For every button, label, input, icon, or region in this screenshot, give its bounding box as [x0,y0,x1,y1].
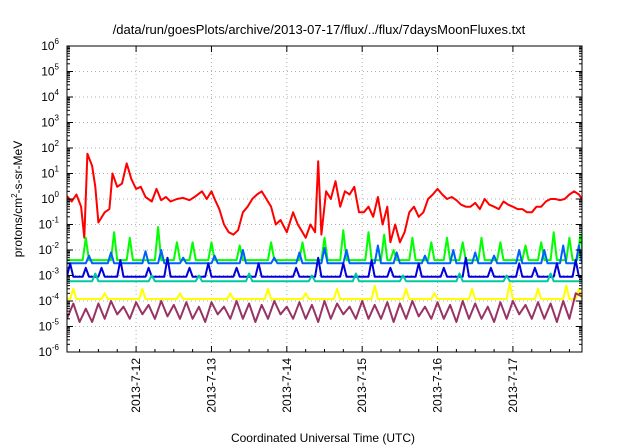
y-axis-label-rest: -s-sr-MeV [11,141,25,194]
y-axis-label-sup: 2 [10,193,19,198]
x-tick-label: 2013-7-16 [431,358,445,413]
series-line-6 [67,282,582,300]
series-line-1 [67,152,582,244]
x-tick-label: 2013-7-13 [204,358,218,413]
grid-lines [67,46,582,352]
y-axis-label: protons/cm2-s-sr-MeV [10,141,25,257]
x-axis-label: Coordinated Universal Time (UTC) [231,431,415,445]
x-tick-label: 2013-7-17 [506,358,520,413]
series-line-7 [67,292,582,323]
x-tick-label: 2013-7-14 [280,358,294,413]
series-line-2 [67,226,582,262]
y-axis-label-main: protons/cm [11,198,25,257]
axes-ticks: 10-610-510-410-310-210-11001011021031041… [39,37,582,413]
series-line-5 [67,272,582,283]
series-line-4 [67,256,582,278]
series-line-3 [67,244,582,265]
x-tick-label: 2013-7-15 [355,358,369,413]
data-series-group [67,152,582,323]
x-tick-label: 2013-7-12 [129,358,143,413]
chart-title: /data/run/goesPlots/archive/2013-07-17/f… [113,22,526,37]
